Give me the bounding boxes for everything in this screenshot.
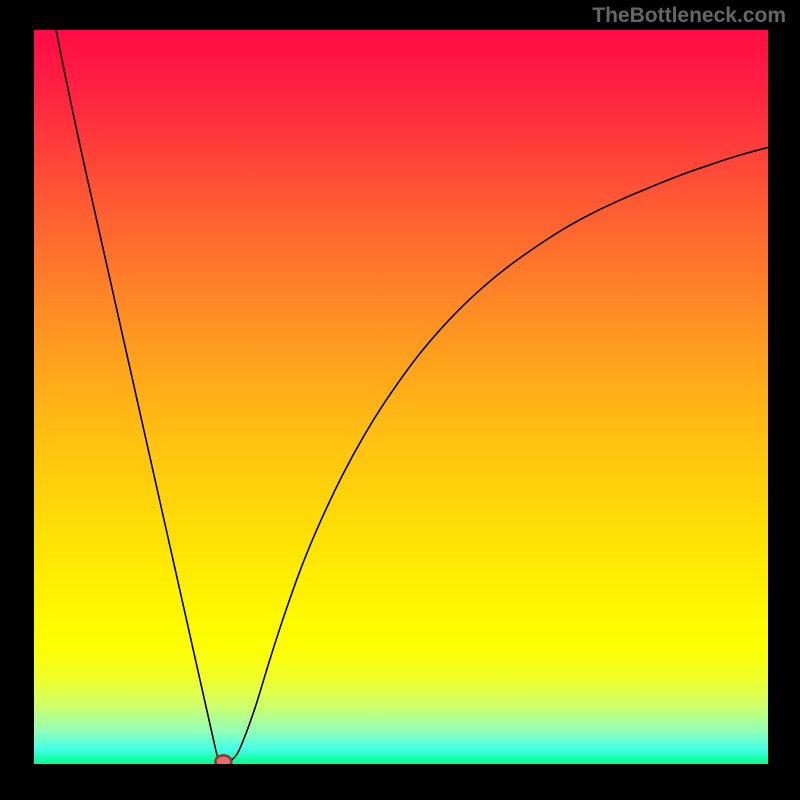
plot-area xyxy=(34,30,768,764)
watermark-text: TheBottleneck.com xyxy=(592,4,786,28)
chart-svg xyxy=(34,30,768,764)
minimum-marker xyxy=(215,755,231,764)
gradient-rect xyxy=(34,30,768,764)
